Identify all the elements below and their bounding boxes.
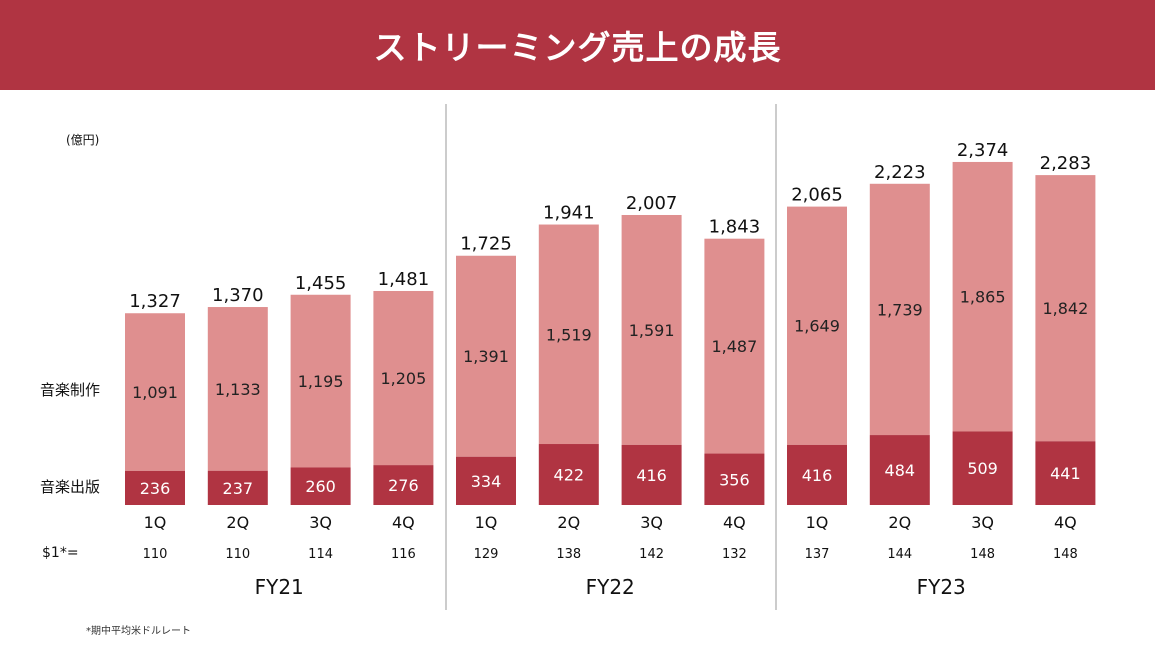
unit-label: (億円): [66, 133, 100, 147]
bar-publishing: [1035, 441, 1096, 505]
data-label-total: 2,007: [626, 193, 678, 214]
bar-production: [538, 224, 599, 445]
data-label-publishing: 416: [636, 466, 667, 485]
data-label-production: 1,519: [546, 325, 592, 344]
data-label-publishing: 356: [719, 470, 750, 489]
data-label-total: 2,065: [791, 185, 843, 206]
data-label-total: 1,455: [295, 273, 347, 294]
bar-publishing: [207, 470, 268, 505]
data-label-total: 2,223: [874, 162, 926, 183]
data-label-total: 2,374: [957, 140, 1009, 161]
bar-production: [621, 214, 682, 445]
x-tick-label: 1Q: [806, 513, 829, 532]
series-label-production: 音楽制作: [40, 381, 101, 399]
data-label-production: 1,649: [794, 317, 840, 336]
bar-production: [952, 161, 1013, 432]
data-label-production: 1,133: [215, 380, 261, 399]
data-label-publishing: 237: [223, 479, 254, 498]
data-label-production: 1,487: [711, 337, 757, 356]
bar-production: [207, 307, 268, 471]
bar-production: [1035, 175, 1096, 442]
bar-publishing: [538, 444, 599, 505]
data-label-publishing: 509: [967, 459, 998, 478]
data-label-publishing: 422: [554, 466, 585, 485]
data-label-production: 1,391: [463, 347, 509, 366]
exchange-rate-value: 132: [722, 547, 747, 562]
data-label-total: 1,843: [709, 217, 761, 238]
exchange-rate-label: $1*=: [42, 545, 79, 561]
bar-publishing: [125, 470, 185, 505]
x-tick-label: 3Q: [309, 513, 332, 532]
bar-publishing: [869, 435, 930, 505]
exchange-rate-value: 110: [225, 547, 250, 562]
page-title: ストリーミング売上の成長: [373, 28, 782, 67]
data-label-production: 1,842: [1042, 299, 1088, 318]
data-label-total: 1,725: [460, 234, 512, 255]
exchange-rate-value: 142: [639, 547, 664, 562]
bar-production: [125, 313, 185, 471]
data-label-total: 2,283: [1040, 153, 1092, 174]
x-tick-label: 3Q: [971, 513, 994, 532]
bar-publishing: [373, 465, 434, 505]
group-label: FY22: [586, 575, 635, 599]
x-tick-label: 2Q: [226, 513, 249, 532]
exchange-rate-value: 114: [308, 547, 333, 562]
exchange-rate-value: 148: [1053, 547, 1078, 562]
data-label-publishing: 441: [1050, 464, 1081, 483]
data-label-production: 1,091: [132, 383, 178, 402]
bar-production: [373, 290, 434, 466]
data-label-publishing: 236: [140, 479, 171, 498]
x-tick-label: 4Q: [723, 513, 746, 532]
data-label-publishing: 484: [885, 461, 916, 480]
bar-publishing: [704, 453, 765, 505]
bar-production: [290, 294, 351, 468]
footnote: *期中平均米ドルレート: [86, 626, 191, 637]
bar-publishing: [952, 431, 1013, 505]
exchange-rate-value: 144: [887, 547, 912, 562]
group-label: FY21: [255, 575, 304, 599]
bar-publishing: [621, 444, 682, 505]
bar-production: [456, 255, 516, 457]
data-label-total: 1,370: [212, 285, 264, 306]
x-tick-label: 2Q: [888, 513, 911, 532]
title-banner: ストリーミング売上の成長: [0, 0, 1155, 90]
bar-production: [787, 206, 847, 445]
data-label-publishing: 276: [388, 476, 419, 495]
x-tick-label: 1Q: [144, 513, 167, 532]
bar-publishing: [456, 456, 516, 505]
series-label-publishing: 音楽出版: [40, 478, 101, 496]
data-label-publishing: 260: [305, 477, 336, 496]
data-label-publishing: 416: [802, 466, 833, 485]
bar-production: [704, 238, 765, 454]
bar-production: [869, 183, 930, 436]
x-tick-label: 1Q: [475, 513, 498, 532]
exchange-rate-value: 138: [556, 547, 581, 562]
data-label-production: 1,205: [380, 369, 426, 388]
x-tick-label: 4Q: [1054, 513, 1077, 532]
data-label-production: 1,739: [877, 300, 923, 319]
exchange-rate-value: 110: [143, 547, 168, 562]
x-tick-label: 2Q: [557, 513, 580, 532]
x-tick-label: 4Q: [392, 513, 415, 532]
x-tick-label: 3Q: [640, 513, 663, 532]
data-label-total: 1,327: [129, 291, 181, 312]
exchange-rate-value: 129: [474, 547, 499, 562]
data-label-production: 1,591: [629, 321, 675, 340]
group-label: FY23: [917, 575, 966, 599]
data-label-total: 1,941: [543, 203, 595, 224]
bar-publishing: [787, 444, 847, 505]
data-label-production: 1,865: [960, 288, 1006, 307]
exchange-rate-value: 137: [805, 547, 830, 562]
data-label-total: 1,481: [378, 269, 430, 290]
bar-publishing: [290, 467, 351, 505]
exchange-rate-value: 116: [391, 547, 416, 562]
data-label-production: 1,195: [298, 372, 344, 391]
data-label-publishing: 334: [471, 472, 502, 491]
exchange-rate-value: 148: [970, 547, 995, 562]
